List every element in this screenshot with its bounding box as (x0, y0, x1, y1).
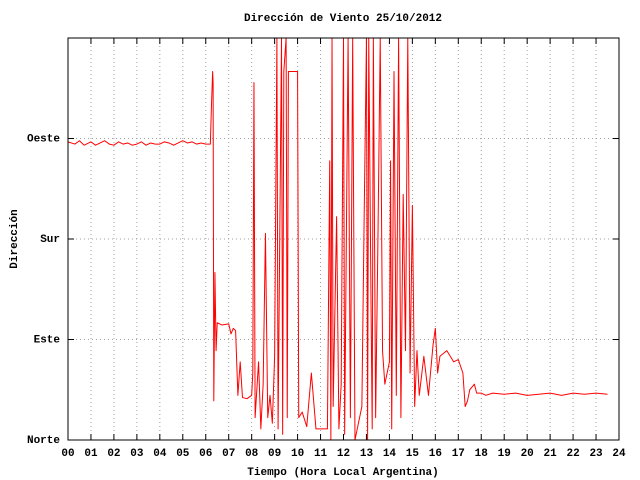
y-tick-label: Este (34, 334, 61, 346)
x-tick-label: 02 (107, 448, 120, 460)
x-tick-label: 22 (566, 448, 579, 460)
x-tick-label: 04 (153, 448, 167, 460)
x-tick-label: 16 (429, 448, 442, 460)
y-tick-label: Norte (27, 435, 60, 447)
x-tick-label: 20 (521, 448, 534, 460)
x-tick-label: 17 (452, 448, 465, 460)
x-tick-label: 18 (475, 448, 489, 460)
y-axis-label: Dirección (9, 209, 21, 268)
x-tick-label: 24 (612, 448, 626, 460)
plot-frame (67, 37, 620, 441)
x-tick-label: 21 (544, 448, 558, 460)
data-line (67, 37, 608, 441)
x-tick-label: 07 (222, 448, 235, 460)
x-tick-label: 09 (268, 448, 281, 460)
x-tick-label: 15 (406, 448, 420, 460)
x-tick-label: 01 (84, 448, 98, 460)
x-tick-label: 03 (130, 448, 144, 460)
chart-title: Dirección de Viento 25/10/2012 (244, 13, 442, 25)
x-tick-label: 05 (176, 448, 190, 460)
x-tick-label: 08 (245, 448, 259, 460)
x-tick-label: 12 (337, 448, 350, 460)
x-tick-label: 19 (498, 448, 511, 460)
x-tick-label: 14 (383, 448, 397, 460)
y-tick-label: Sur (40, 234, 60, 246)
x-tick-label: 10 (291, 448, 304, 460)
x-tick-label: 13 (360, 448, 374, 460)
x-tick-label: 06 (199, 448, 212, 460)
x-tick-label: 23 (589, 448, 603, 460)
x-tick-label: 11 (314, 448, 328, 460)
x-axis-label: Tiempo (Hora Local Argentina) (247, 467, 438, 479)
x-tick-label: 00 (61, 448, 74, 460)
y-tick-label: Oeste (27, 133, 60, 145)
